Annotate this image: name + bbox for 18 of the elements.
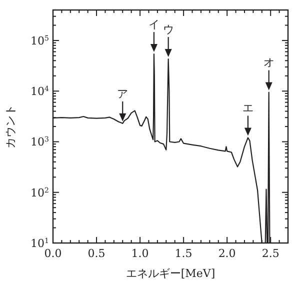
y-tick-label: 10$^{5}$ (30, 34, 49, 48)
y-tick-label: 10$^{2}$ (30, 186, 49, 200)
y-axis-title: カウント (4, 104, 17, 148)
annotation: オ (263, 56, 274, 70)
y-tick-label: 10$^{1}$ (30, 237, 49, 250)
annotation: イ (148, 18, 160, 32)
annotation: エ (242, 102, 254, 115)
y-tick-label: 10$^{4}$ (30, 85, 50, 98)
annotation: ウ (162, 23, 174, 36)
x-tick-label: 2.0 (218, 247, 236, 260)
x-tick-label: 0.0 (44, 247, 62, 260)
x-tick-label: 2.5 (262, 247, 280, 260)
x-tick-label: 1.5 (174, 247, 192, 260)
x-axis-title: エネルギー[MeV] (126, 267, 216, 280)
y-tick-label: 10$^{3}$ (30, 136, 49, 149)
x-tick-label: 0.5 (88, 247, 106, 260)
annotation: ア (117, 87, 128, 100)
x-tick-label: 1.0 (131, 247, 149, 260)
